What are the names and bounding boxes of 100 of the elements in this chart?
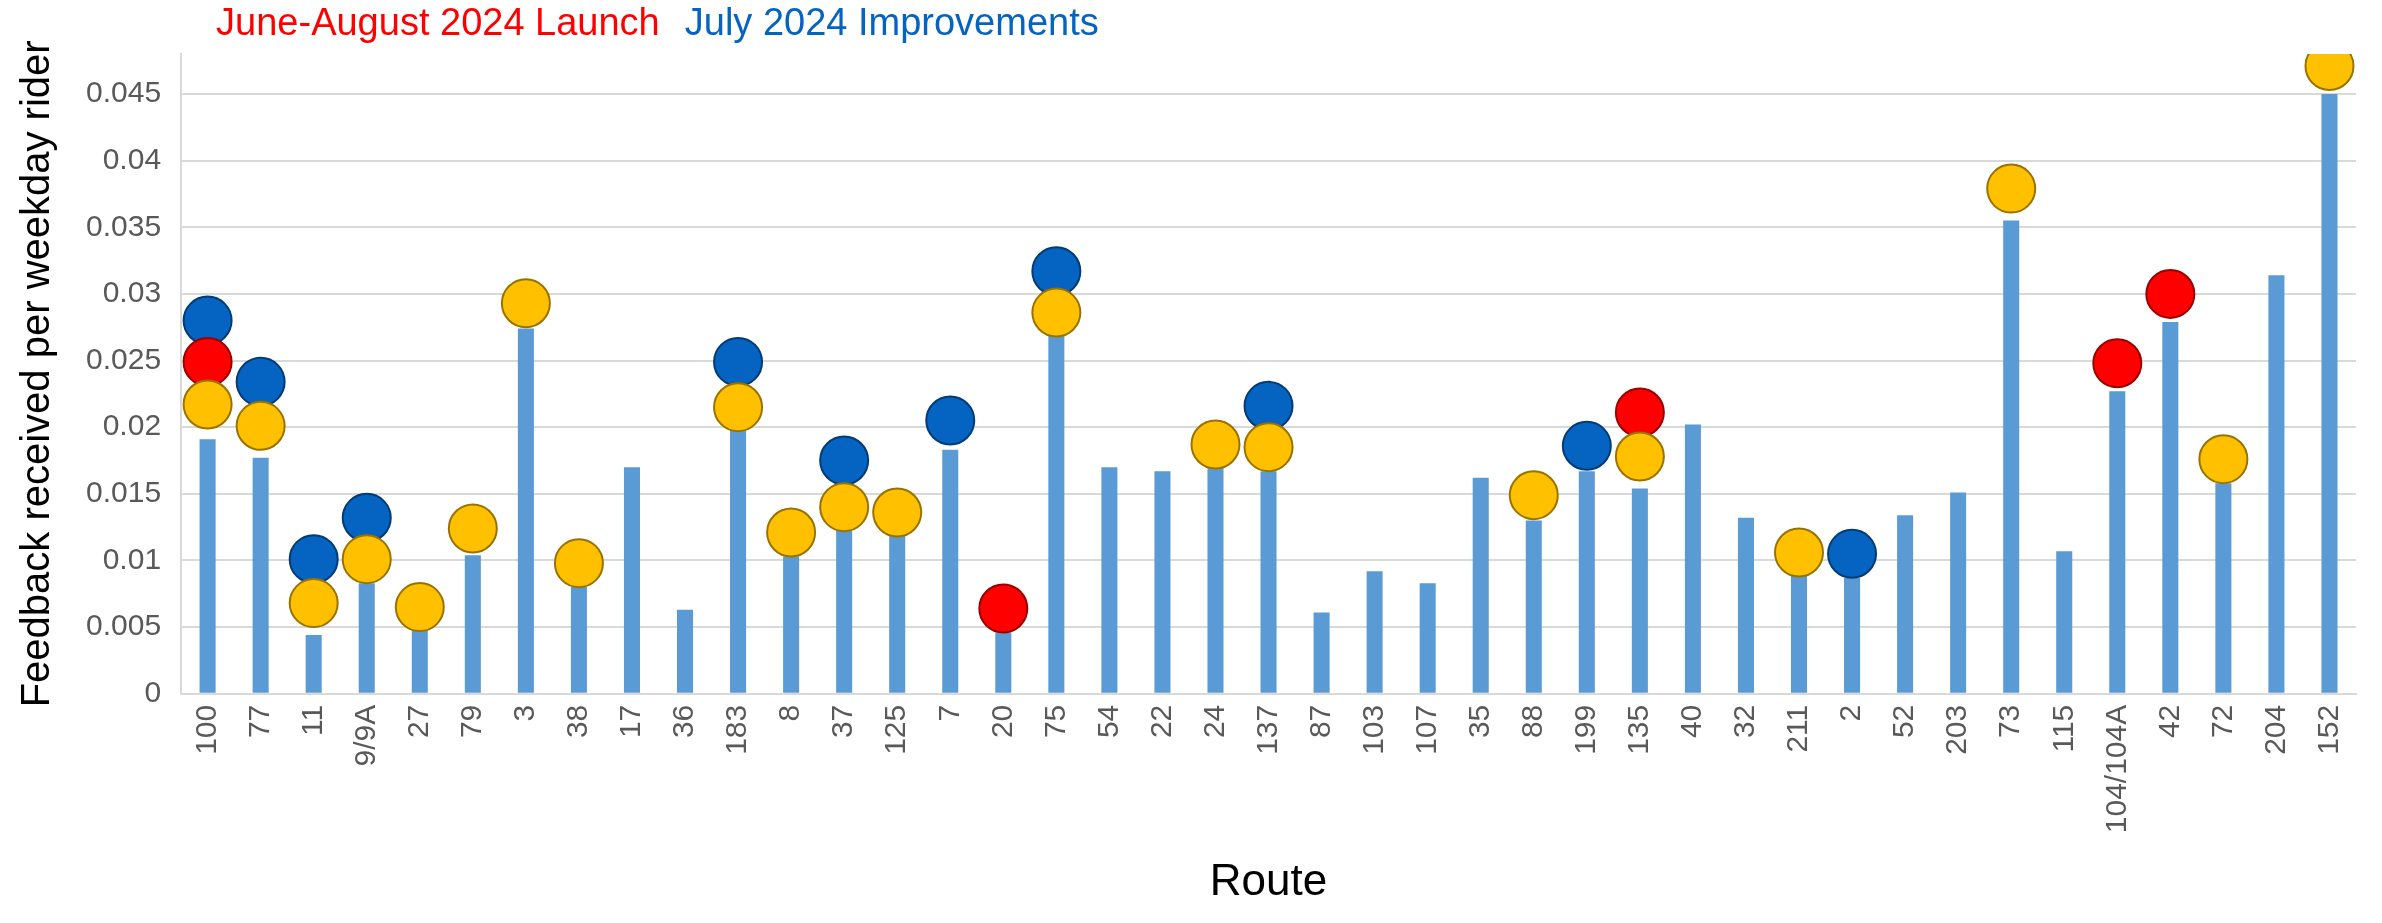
bar [1897, 515, 1914, 693]
point [2092, 338, 2143, 389]
y-tick-label: 0.045 [86, 75, 162, 109]
point [182, 379, 233, 430]
x-tick-label: 24 [1196, 704, 1230, 739]
x-tick-label: 77 [241, 704, 275, 739]
bar [1684, 424, 1701, 693]
y-tick-label: 0.02 [102, 408, 162, 442]
point [1827, 528, 1878, 579]
x-tick-label: 135 [1621, 704, 1655, 755]
x-tick-label: 199 [1568, 704, 1602, 755]
x-tick-label: 3 [507, 704, 541, 722]
point [553, 538, 604, 589]
x-tick-label: 137 [1249, 704, 1283, 755]
bar [411, 629, 428, 693]
y-tick-label: 0.015 [86, 475, 162, 509]
bar [2268, 275, 2285, 693]
x-tick-label: 17 [613, 704, 647, 739]
x-tick-label: 2 [1833, 704, 1867, 722]
bar [1260, 471, 1277, 693]
point [447, 503, 498, 554]
text: July 2024 Improvements [684, 1, 1099, 44]
bar [358, 583, 375, 693]
bar [1472, 477, 1489, 693]
y-tick-label: 0 [144, 675, 162, 709]
point [1774, 527, 1825, 578]
point [1031, 287, 1082, 338]
bar [1366, 571, 1383, 693]
point [2198, 434, 2249, 485]
x-tick-label: 36 [666, 704, 700, 739]
bar [1631, 488, 1648, 693]
x-tick-label: 32 [1727, 704, 1761, 739]
x-tick-label: 87 [1302, 704, 1336, 739]
bar [2056, 551, 2073, 693]
bar [889, 535, 906, 693]
point [288, 578, 339, 629]
x-tick-label: 20 [984, 704, 1018, 739]
bar [2215, 483, 2232, 693]
x-tick-label: 79 [454, 704, 488, 739]
point [394, 582, 445, 633]
x-tick-label: 35 [1461, 704, 1495, 739]
point [819, 482, 870, 533]
bar [783, 556, 800, 693]
x-tick-label: 37 [825, 704, 859, 739]
point [978, 583, 1029, 634]
x-tick-label: 104/104A [2098, 704, 2132, 834]
x-tick-label: 40 [1674, 704, 1708, 739]
x-tick-label: 42 [2151, 704, 2185, 739]
x-tick-label: 88 [1515, 704, 1549, 739]
bar [1048, 333, 1065, 693]
x-tick-label: 52 [1886, 704, 1920, 739]
point [1614, 431, 1665, 482]
x-tick-label: 27 [401, 704, 435, 739]
x-tick-label: 107 [1408, 704, 1442, 755]
bar [252, 457, 269, 693]
bar [1101, 467, 1118, 693]
x-tick-label: 9/9A [348, 704, 381, 767]
x-tick-label: 38 [560, 704, 594, 739]
point [1508, 470, 1559, 521]
x-tick-label: 103 [1355, 704, 1389, 755]
bar [1790, 575, 1808, 693]
point [1986, 163, 2037, 214]
x-tick-label: 73 [1992, 704, 2026, 739]
x-tick-label: 75 [1037, 704, 1071, 739]
y-tick-label: 0.035 [86, 208, 162, 242]
x-axis-title: Route [1209, 854, 1328, 904]
bar [942, 449, 959, 693]
x-tick-label: 211 [1780, 704, 1814, 753]
bar [1419, 583, 1436, 693]
bar [2162, 321, 2179, 693]
bar [1578, 471, 1595, 693]
bar [305, 635, 322, 693]
y-tick-label: 0.025 [86, 341, 162, 375]
y-tick-label: 0.005 [86, 608, 162, 642]
x-tick-label: 54 [1090, 704, 1124, 739]
bar [464, 555, 481, 693]
bar [995, 632, 1012, 693]
point [2145, 268, 2196, 319]
bar [199, 439, 216, 693]
y-tick-label: 0.03 [102, 275, 162, 309]
y-tick-label: 0.01 [102, 541, 162, 575]
point [500, 278, 551, 329]
x-tick-label: 115 [2045, 704, 2079, 753]
point [341, 534, 392, 585]
x-tick-label: 22 [1143, 704, 1177, 739]
x-tick-label: 152 [2310, 704, 2344, 755]
bar [1313, 612, 1330, 693]
bar [1525, 520, 1542, 693]
bar [1737, 517, 1754, 693]
bar [2109, 391, 2126, 693]
x-tick-label: 11 [294, 704, 328, 736]
point [713, 336, 764, 387]
point [235, 356, 286, 407]
x-tick-label: 7 [931, 704, 965, 722]
point [872, 487, 923, 538]
bar [2321, 93, 2338, 693]
point [766, 507, 817, 558]
point [819, 435, 870, 486]
y-tick-label: 0.04 [102, 141, 162, 175]
x-tick-label: 203 [1939, 704, 1973, 755]
